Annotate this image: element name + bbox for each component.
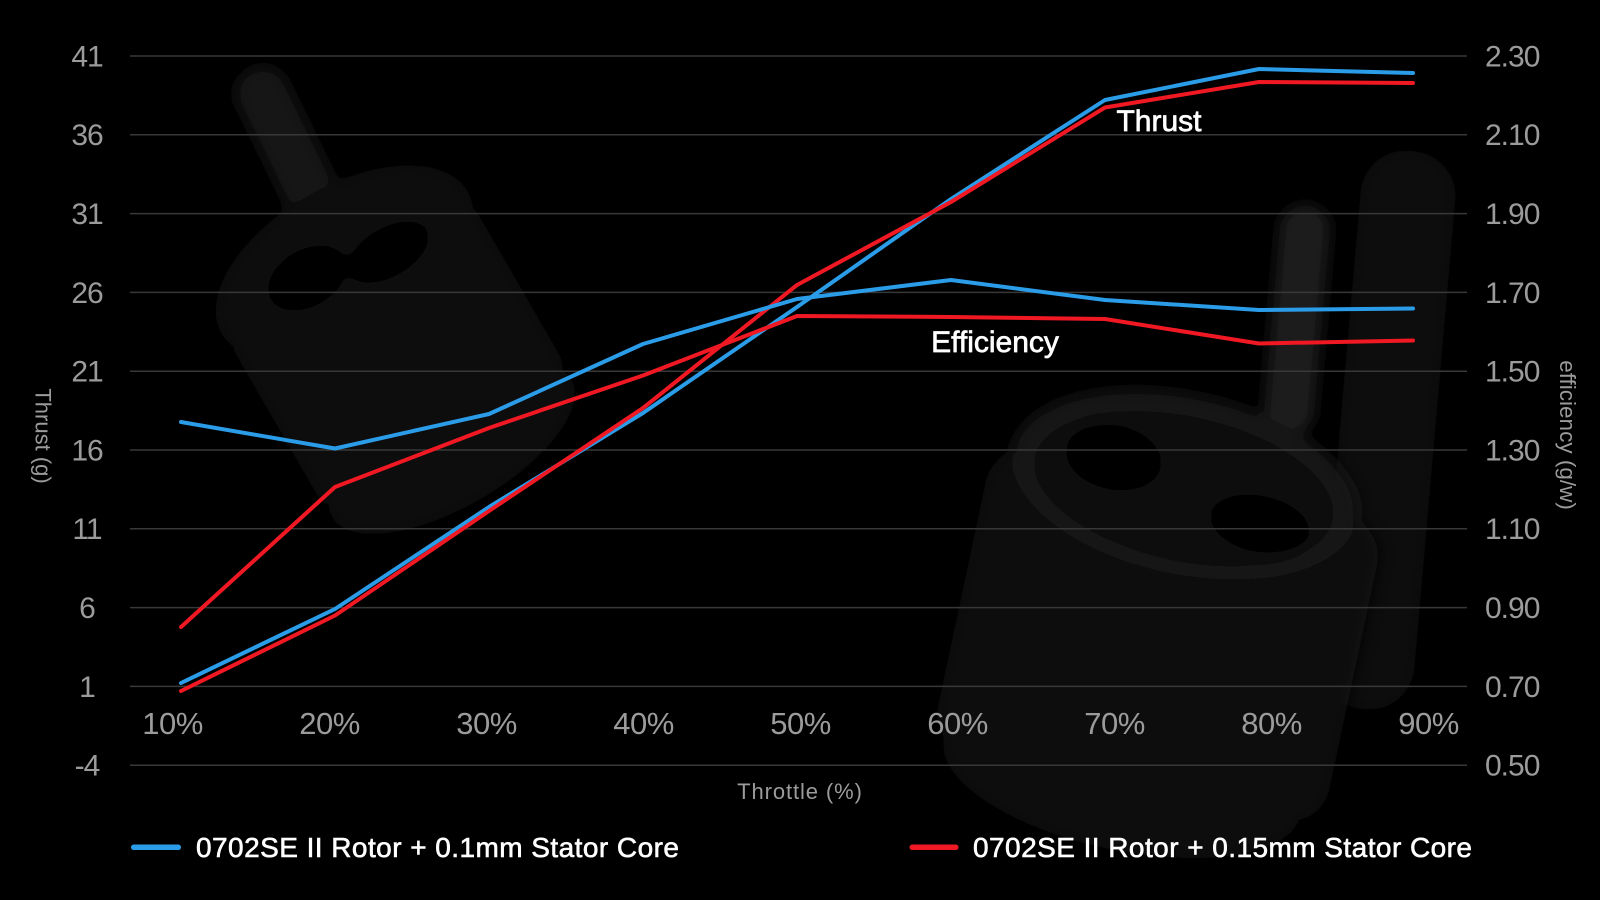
svg-text:0702SE II Rotor + 0.15mm Stato: 0702SE II Rotor + 0.15mm Stator Core	[973, 832, 1472, 863]
svg-text:50%: 50%	[770, 706, 831, 741]
svg-text:11: 11	[72, 513, 101, 546]
svg-text:2.30: 2.30	[1485, 40, 1540, 73]
svg-text:0.70: 0.70	[1485, 671, 1540, 704]
svg-text:30%: 30%	[456, 706, 517, 741]
svg-text:21: 21	[71, 356, 103, 389]
svg-text:0702SE II Rotor + 0.1mm Stator: 0702SE II Rotor + 0.1mm Stator Core	[196, 832, 679, 863]
svg-text:36: 36	[71, 119, 103, 152]
svg-text:Thrust: Thrust	[1116, 105, 1202, 138]
svg-text:31: 31	[71, 198, 103, 231]
svg-text:1.50: 1.50	[1485, 356, 1540, 389]
svg-text:80%: 80%	[1241, 706, 1302, 741]
svg-text:0.50: 0.50	[1485, 750, 1540, 783]
svg-text:1.30: 1.30	[1485, 434, 1540, 467]
svg-text:26: 26	[71, 277, 103, 310]
svg-text:1.90: 1.90	[1485, 198, 1540, 231]
svg-text:41: 41	[71, 40, 103, 73]
svg-text:Throttle (%): Throttle (%)	[737, 779, 863, 804]
svg-text:Efficiency: Efficiency	[931, 326, 1059, 359]
svg-text:40%: 40%	[613, 706, 674, 741]
svg-text:2.10: 2.10	[1485, 119, 1540, 152]
svg-text:efficiency (g/w): efficiency (g/w)	[1555, 360, 1580, 510]
svg-text:70%: 70%	[1084, 706, 1145, 741]
svg-text:60%: 60%	[927, 706, 988, 741]
svg-text:20%: 20%	[299, 706, 360, 741]
svg-text:-4: -4	[75, 750, 100, 783]
svg-text:16: 16	[71, 434, 103, 467]
svg-text:1.10: 1.10	[1485, 513, 1540, 546]
svg-text:6: 6	[79, 592, 95, 625]
svg-text:10%: 10%	[142, 706, 203, 741]
svg-text:0.90: 0.90	[1485, 592, 1540, 625]
svg-text:1: 1	[79, 671, 95, 704]
svg-text:1.70: 1.70	[1485, 277, 1540, 310]
svg-text:Thrust (g): Thrust (g)	[31, 388, 56, 483]
svg-text:90%: 90%	[1398, 706, 1459, 741]
